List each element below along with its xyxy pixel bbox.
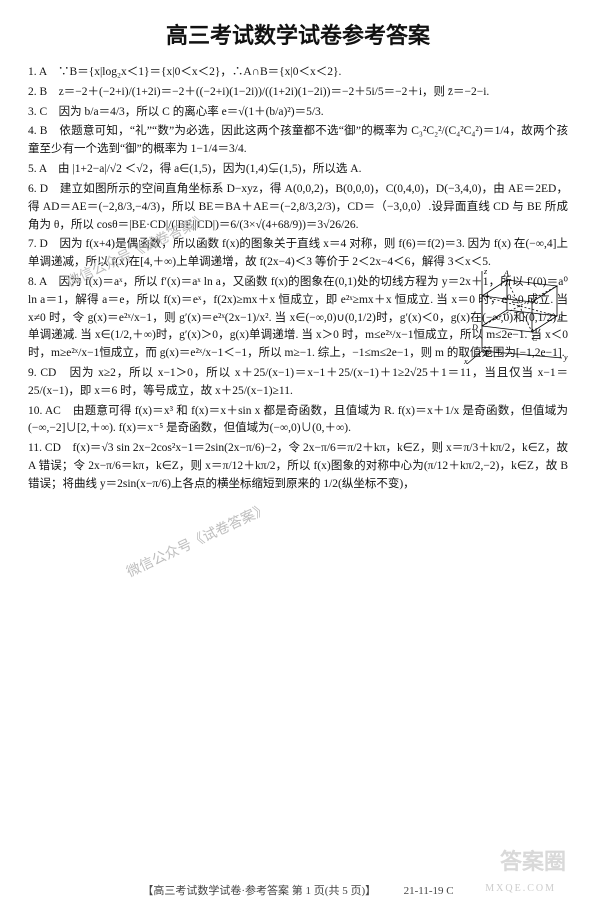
svg-text:C: C [532, 334, 538, 343]
svg-text:A: A [503, 269, 509, 278]
item-number: 8. A [28, 276, 59, 288]
page-title: 高三考试数学试卷参考答案 [28, 18, 568, 50]
page-footer: 【高三考试数学试卷·参考答案 第 1 页(共 5 页)】 21-11-19 C [0, 882, 596, 898]
item-body: 因为 x≥2，所以 x−1＞0，所以 x＋25/(x−1)＝x−1＋25/(x−… [28, 367, 568, 397]
item-body: 因为 f(x+4)是偶函数，所以函数 f(x)的图象关于直线 x＝4 对称，则 … [28, 238, 568, 268]
svg-text:y: y [563, 353, 568, 362]
item-number: 1. A [28, 66, 58, 78]
item-body: ∵B＝{x|log₂x＜1}＝{x|0＜x＜2}，∴A∩B＝{x|0＜x＜2}. [58, 66, 341, 78]
item-number: 9. CD [28, 367, 70, 379]
item-body: 依题意可知，“礼”“数”为必选，因此这两个孩童都不选“御”的概率为 C₃²C₂²… [28, 125, 568, 155]
item-number: 10. AC [28, 405, 73, 417]
svg-text:z: z [483, 267, 488, 276]
item-number: 2. B [28, 86, 59, 98]
item-number: 5. A [28, 163, 58, 175]
item-body: 建立如图所示的空间直角坐标系 D−xyz，得 A(0,0,2)，B(0,0,0)… [28, 183, 568, 231]
item-number: 3. C [28, 106, 59, 118]
answer-item: 3. C 因为 b/a＝4/3，所以 C 的离心率 e＝√(1＋(b/a)²)＝… [28, 104, 568, 122]
answer-item: 11. CD f(x)＝√3 sin 2x−2cos²x−1＝2sin(2x−π… [28, 440, 568, 493]
svg-text:x: x [463, 357, 468, 366]
svg-text:B: B [484, 349, 489, 358]
answer-item: 10. AC 由题意可得 f(x)＝x³ 和 f(x)＝x＋sin x 都是奇函… [28, 403, 568, 439]
answer-item: 4. B 依题意可知，“礼”“数”为必选，因此这两个孩童都不选“御”的概率为 C… [28, 123, 568, 159]
corner-watermark: 答案圈 [500, 844, 566, 876]
answer-item: 6. D 建立如图所示的空间直角坐标系 D−xyz，得 A(0,0,2)，B(0… [28, 181, 568, 234]
item-body: 因为 b/a＝4/3，所以 C 的离心率 e＝√(1＋(b/a)²)＝5/3. [59, 106, 324, 118]
item-body: 由 |1+2−a|/√2 ＜√2，得 a∈(1,5)，因为(1,4)⊊(1,5)… [58, 163, 361, 175]
item-number: 4. B [28, 125, 59, 137]
item-number: 7. D [28, 238, 59, 250]
svg-text:E: E [557, 313, 563, 322]
svg-text:D: D [471, 323, 478, 332]
item-number: 6. D [28, 183, 60, 195]
item-body: 由题意可得 f(x)＝x³ 和 f(x)＝x＋sin x 都是奇函数，且值域为 … [28, 405, 568, 435]
item-body: z＝−2＋(−2+i)/(1+2i)＝−2＋((−2+i)(1−2i))/((1… [59, 86, 490, 98]
answer-item: 5. A 由 |1+2−a|/√2 ＜√2，得 a∈(1,5)，因为(1,4)⊊… [28, 161, 568, 179]
answer-item: 1. A ∵B＝{x|log₂x＜1}＝{x|0＜x＜2}，∴A∩B＝{x|0＜… [28, 64, 568, 82]
item-number: 11. CD [28, 442, 73, 454]
answer-item: 9. CD 因为 x≥2，所以 x−1＞0，所以 x＋25/(x−1)＝x−1＋… [28, 365, 568, 401]
answer-item: 2. B z＝−2＋(−2+i)/(1+2i)＝−2＋((−2+i)(1−2i)… [28, 84, 568, 102]
item-body: f(x)＝√3 sin 2x−2cos²x−1＝2sin(2x−π/6)−2，令… [28, 442, 568, 490]
geometry-figure: A E C D B x y z [462, 266, 572, 366]
watermark: 微信公众号《试卷答案》 [123, 498, 271, 581]
